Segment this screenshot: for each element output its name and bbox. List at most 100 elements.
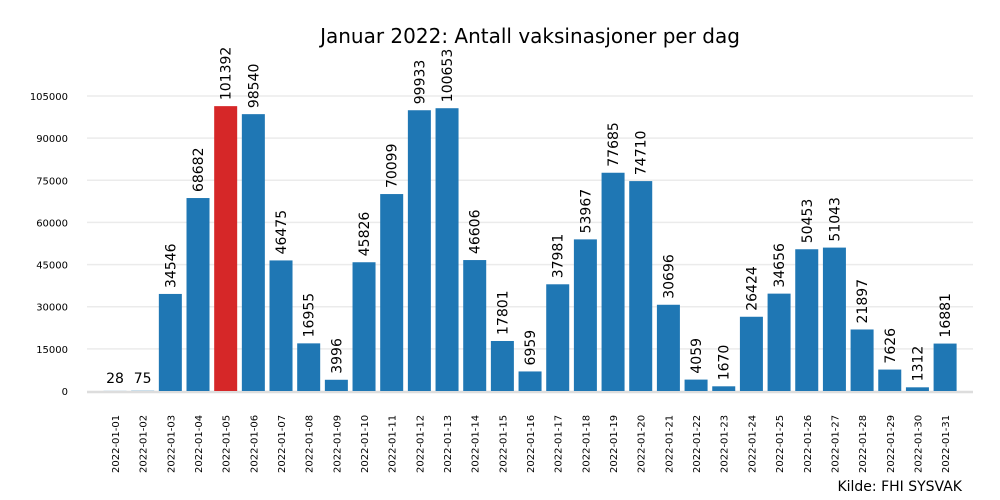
x-tick-label: 2022-01-11 [388,415,399,473]
data-label: 34546 [163,243,179,288]
bar [822,247,846,391]
data-label: 75 [134,371,152,387]
y-tick-label: 15000 [36,345,68,356]
bar [795,249,819,391]
x-tick-label: 2022-01-09 [332,415,343,473]
data-label: 99933 [412,60,428,105]
x-tick-label: 2022-01-24 [747,415,758,473]
bar [933,343,957,391]
bar [684,379,708,391]
data-label: 46606 [468,209,484,254]
data-label: 50453 [800,199,816,244]
x-tick-label: 2022-01-03 [166,415,177,473]
data-label: 77685 [606,122,622,167]
data-label: 101392 [219,47,235,100]
bar [214,106,238,391]
x-tick-label: 2022-01-26 [803,415,814,473]
bar [352,262,376,391]
data-label: 68682 [191,147,207,192]
y-tick-label: 105000 [30,92,68,103]
x-tick-label: 2022-01-17 [554,415,565,473]
x-tick-label: 2022-01-27 [830,415,841,473]
data-label: 4059 [689,338,705,374]
y-tick-label: 60000 [36,218,68,229]
bar [490,340,514,391]
x-tick-label: 2022-01-07 [277,415,288,473]
x-tick-label: 2022-01-20 [637,415,648,473]
bar [241,114,265,391]
data-label: 37981 [551,234,567,279]
bar [656,304,680,391]
chart-title: Januar 2022: Antall vaksinasjoner per da… [318,24,740,48]
data-label: 3996 [329,338,345,374]
bar [324,379,348,391]
x-tick-label: 2022-01-06 [249,415,260,473]
data-label: 1670 [717,345,733,381]
y-tick-label: 45000 [36,261,68,272]
data-label: 16955 [302,293,318,338]
data-label: 21897 [855,279,871,324]
x-tick-label: 2022-01-10 [360,415,371,473]
x-tick-label: 2022-01-23 [720,415,731,473]
y-tick-label: 75000 [36,176,68,187]
data-label: 26424 [744,266,760,311]
x-tick-label: 2022-01-01 [111,415,122,473]
data-label: 53967 [578,189,594,234]
bar [573,239,597,391]
data-label: 17801 [495,290,511,335]
data-label: 74710 [634,131,650,176]
x-tick-label: 2022-01-18 [581,415,592,473]
data-label: 1312 [910,346,926,382]
data-label: 98540 [246,64,262,109]
x-tick-label: 2022-01-14 [471,415,482,473]
data-label: 51043 [827,197,843,242]
bar [739,316,763,391]
x-tick-label: 2022-01-15 [498,415,509,473]
bar [712,386,736,391]
x-tick-label: 2022-01-02 [139,415,150,473]
data-label: 45826 [357,212,373,257]
bar [186,198,210,391]
data-label: 70099 [385,144,401,189]
x-tick-label: 2022-01-08 [305,415,316,473]
source-note: Kilde: FHI SYSVAK [837,479,962,495]
bar [546,284,570,391]
bar [767,293,791,391]
bar [518,371,542,391]
x-tick-label: 2022-01-21 [664,415,675,473]
x-tick-label: 2022-01-28 [858,415,869,473]
data-label: 6959 [523,330,539,366]
x-tick-label: 2022-01-05 [222,415,233,473]
data-label: 28 [106,371,124,387]
x-tick-label: 2022-01-22 [692,415,703,473]
x-tick-label: 2022-01-30 [913,415,924,473]
x-tick-label: 2022-01-31 [941,415,952,473]
x-tick-label: 2022-01-16 [526,415,537,473]
bar [905,387,929,391]
data-label: 46475 [274,210,290,255]
data-label: 16881 [938,293,954,338]
x-tick-label: 2022-01-12 [415,415,426,473]
bar [297,343,321,391]
data-label: 100653 [440,49,456,102]
x-tick-label: 2022-01-29 [886,415,897,473]
bar [407,110,431,392]
y-tick-label: 30000 [36,303,68,314]
x-tick-label: 2022-01-25 [775,415,786,473]
bar [158,293,182,391]
bar [601,172,625,391]
y-tick-label: 0 [62,387,68,398]
bar [463,260,487,391]
y-tick-label: 90000 [36,134,68,145]
x-tick-label: 2022-01-04 [194,415,205,473]
x-tick-label: 2022-01-19 [609,415,620,473]
data-label: 34656 [772,243,788,288]
bar [629,181,653,391]
bar [878,369,902,391]
bar [269,260,293,391]
bar [380,194,404,391]
data-label: 30696 [661,254,677,299]
x-tick-label: 2022-01-13 [443,415,454,473]
bar [435,108,459,391]
